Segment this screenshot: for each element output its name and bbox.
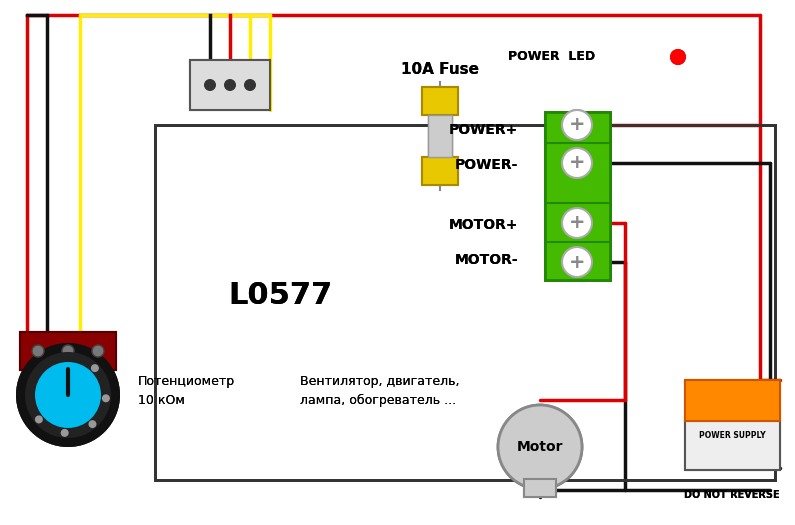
Text: POWER  LED: POWER LED [508,50,595,64]
Text: POWER+: POWER+ [448,123,518,137]
Circle shape [244,79,256,91]
Circle shape [670,49,686,65]
Bar [190,60,270,110]
Circle shape [35,415,43,424]
Circle shape [35,362,101,428]
Text: лампа, обогреватель ...: лампа, обогреватель ... [300,393,456,406]
Circle shape [16,343,120,447]
Circle shape [102,394,110,402]
Bar [422,87,458,115]
Text: Потенциометр: Потенциометр [138,375,235,388]
Bar [685,380,780,421]
Circle shape [102,394,110,402]
Text: +: + [568,153,585,173]
Text: +: + [568,214,585,233]
Circle shape [16,343,120,447]
Circle shape [92,345,104,357]
Text: +: + [568,253,585,271]
Text: +: + [568,214,585,233]
Bar [545,112,610,280]
Text: MOTOR-: MOTOR- [455,253,518,267]
Text: лампа, обогреватель ...: лампа, обогреватель ... [300,393,456,406]
Text: 10A Fuse: 10A Fuse [401,62,479,78]
Circle shape [25,352,111,438]
Bar [155,125,775,480]
Text: POWER SUPPLY: POWER SUPPLY [699,430,766,439]
Circle shape [35,415,43,424]
Bar [524,479,556,497]
Circle shape [224,79,236,91]
Text: +: + [568,116,585,134]
Circle shape [60,429,68,437]
Text: Вентилятор, двигатель,: Вентилятор, двигатель, [300,375,460,388]
Bar [685,421,780,470]
Bar [685,380,780,421]
Text: +: + [568,116,585,134]
Circle shape [88,420,96,428]
Text: Потенциометр: Потенциометр [138,375,235,388]
Circle shape [25,352,111,438]
Bar [20,332,116,370]
Circle shape [91,364,99,372]
Circle shape [91,364,99,372]
Circle shape [35,362,101,428]
Text: +: + [568,253,585,271]
Circle shape [562,148,592,178]
Circle shape [60,429,68,437]
Circle shape [32,345,44,357]
Text: DO NOT REVERSE: DO NOT REVERSE [684,490,780,500]
Text: MOTOR+: MOTOR+ [448,218,518,232]
Bar [545,112,610,280]
Bar [422,87,458,115]
Circle shape [562,208,592,238]
Text: 10A Fuse: 10A Fuse [401,62,479,78]
Circle shape [562,247,592,277]
Bar [20,332,116,370]
Circle shape [562,110,592,140]
Bar [428,115,452,157]
Text: DO NOT REVERSE: DO NOT REVERSE [684,490,780,500]
Text: 10 кОм: 10 кОм [138,394,185,406]
Circle shape [670,49,686,65]
Text: MOTOR+: MOTOR+ [448,218,518,232]
Text: 10 кОм: 10 кОм [138,394,185,406]
Bar [685,421,780,470]
Bar [422,157,458,185]
Text: POWER+: POWER+ [448,123,518,137]
Text: POWER-: POWER- [455,158,518,172]
Circle shape [562,110,592,140]
Circle shape [32,345,44,357]
Circle shape [62,345,74,357]
Bar [190,60,270,110]
Circle shape [562,148,592,178]
Bar [422,157,458,185]
Circle shape [62,345,74,357]
Text: L0577: L0577 [228,280,332,310]
Bar [428,115,452,157]
Circle shape [204,79,216,91]
Circle shape [92,345,104,357]
Circle shape [562,247,592,277]
Text: POWER-: POWER- [455,158,518,172]
Circle shape [224,79,236,91]
Text: Motor: Motor [517,440,563,454]
Text: POWER SUPPLY: POWER SUPPLY [699,430,766,439]
Circle shape [498,405,582,489]
Bar [524,479,556,497]
Text: MOTOR-: MOTOR- [455,253,518,267]
Text: POWER  LED: POWER LED [508,50,595,64]
Circle shape [88,420,96,428]
Text: Motor: Motor [517,440,563,454]
Circle shape [498,405,582,489]
Circle shape [562,208,592,238]
Text: L0577: L0577 [228,280,332,310]
Circle shape [204,79,216,91]
Text: +: + [568,153,585,173]
Text: Вентилятор, двигатель,: Вентилятор, двигатель, [300,375,460,388]
Bar [155,125,775,480]
Circle shape [244,79,256,91]
